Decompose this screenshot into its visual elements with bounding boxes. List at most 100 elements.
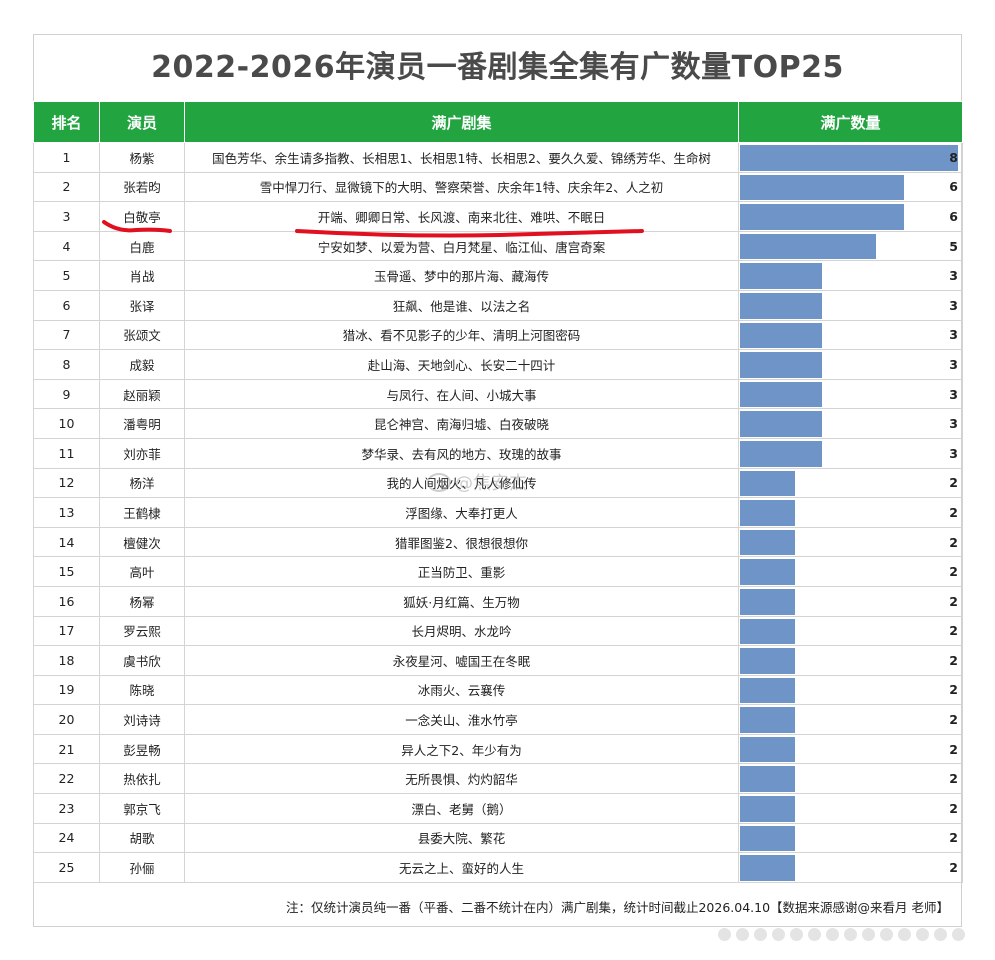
- rank-cell: 1: [33, 142, 100, 173]
- shows-cell: 我的人间烟火、凡人修仙传: [184, 467, 739, 499]
- header-rank: 排名: [33, 101, 100, 143]
- rank-cell: 16: [33, 585, 100, 617]
- shows-cell: 冰雨火、云襄传: [184, 674, 739, 706]
- count-value: 2: [949, 504, 958, 520]
- actor-cell: 潘粤明: [99, 408, 185, 439]
- rank-cell: 20: [33, 704, 100, 735]
- shows-cell: 县委大院、繁花: [184, 822, 739, 854]
- table-row: 15 高叶 正当防卫、重影 2: [33, 556, 963, 587]
- count-value: 3: [949, 445, 958, 461]
- dot: [862, 928, 875, 941]
- actor-cell: 彭昱畅: [99, 733, 185, 765]
- table-row: 10 潘粤明 昆仑神宫、南海归墟、白夜破晓 3: [33, 408, 963, 439]
- shows-cell: 狂飙、他是谁、以法之名: [184, 289, 739, 321]
- count-value: 3: [949, 268, 958, 284]
- header-count: 满广数量: [738, 101, 963, 143]
- rank-cell: 25: [33, 852, 100, 883]
- count-bar: [740, 559, 795, 585]
- dot: [952, 928, 965, 941]
- shows-cell: 赴山海、天地剑心、长安二十四计: [184, 349, 739, 380]
- table-row: 7 张颂文 猎冰、看不见影子的少年、清明上河图密码 3: [33, 319, 963, 351]
- watermark: @焦安杰: [427, 469, 527, 495]
- table-row: 8 成毅 赴山海、天地剑心、长安二十四计 3: [33, 349, 963, 380]
- count-cell: 6: [738, 201, 963, 232]
- count-cell: 2: [738, 733, 963, 765]
- actor-cell: 孙俪: [99, 852, 185, 883]
- dot: [718, 928, 731, 941]
- table-row: 4 白鹿 宁安如梦、以爱为营、白月梵星、临江仙、唐宫奇案 5: [33, 230, 963, 262]
- count-bar: [740, 500, 795, 526]
- rank-cell: 21: [33, 733, 100, 765]
- count-value: 2: [949, 771, 958, 787]
- actor-cell: 张译: [99, 289, 185, 321]
- header-shows: 满广剧集: [184, 101, 739, 143]
- count-cell: 2: [738, 704, 963, 735]
- count-cell: 3: [738, 349, 963, 380]
- count-value: 3: [949, 356, 958, 372]
- count-value: 2: [949, 534, 958, 550]
- table-row: 25 孙俪 无云之上、蛮好的人生 2: [33, 852, 963, 883]
- count-value: 2: [949, 741, 958, 757]
- count-value: 8: [949, 149, 958, 165]
- actor-cell: 虞书欣: [99, 645, 185, 676]
- count-value: 2: [949, 593, 958, 609]
- table-row: 13 王鹤棣 浮图缘、大奉打更人 2: [33, 497, 963, 528]
- rank-cell: 2: [33, 171, 100, 203]
- count-bar: [740, 470, 795, 497]
- count-cell: 2: [738, 585, 963, 617]
- rank-cell: 15: [33, 556, 100, 587]
- table-row: 3 白敬亭 开端、卿卿日常、长风渡、南来北往、难哄、不眠日 6: [33, 201, 963, 232]
- actor-cell: 赵丽颖: [99, 378, 185, 410]
- dot: [754, 928, 767, 941]
- table-row: 18 虞书欣 永夜星河、嘘国王在冬眠 2: [33, 645, 963, 676]
- shows-cell: 狐妖·月红篇、生万物: [184, 585, 739, 617]
- table-header-row: 排名 演员 满广剧集 满广数量: [33, 101, 963, 143]
- count-value: 3: [949, 327, 958, 343]
- table-row: 12 杨洋 我的人间烟火、凡人修仙传 2: [33, 467, 963, 499]
- actor-cell: 杨洋: [99, 467, 185, 499]
- rank-cell: 9: [33, 378, 100, 410]
- shows-cell: 雪中悍刀行、显微镜下的大明、警察荣誉、庆余年1特、庆余年2、人之初: [184, 171, 739, 203]
- count-bar: [740, 233, 877, 260]
- count-value: 3: [949, 297, 958, 313]
- actor-cell: 檀健次: [99, 526, 185, 558]
- shows-cell: 长月烬明、水龙吟: [184, 615, 739, 647]
- count-value: 2: [949, 800, 958, 816]
- count-bar: [740, 263, 822, 289]
- count-value: 2: [949, 652, 958, 668]
- count-cell: 2: [738, 793, 963, 824]
- count-bar: [740, 736, 795, 763]
- count-cell: 3: [738, 378, 963, 410]
- count-cell: 2: [738, 497, 963, 528]
- count-value: 2: [949, 712, 958, 728]
- count-value: 6: [949, 208, 958, 224]
- table-body: 1 杨紫 国色芳华、余生请多指教、长相思1、长相思1特、长相思2、要久久爱、锦绣芳华…: [33, 142, 963, 883]
- rank-cell: 4: [33, 230, 100, 262]
- rank-cell: 3: [33, 201, 100, 232]
- actor-cell: 张若昀: [99, 171, 185, 203]
- count-value: 2: [949, 830, 958, 846]
- count-cell: 2: [738, 615, 963, 647]
- count-value: 2: [949, 682, 958, 698]
- shows-cell: 开端、卿卿日常、长风渡、南来北往、难哄、不眠日: [184, 201, 739, 232]
- count-bar: [740, 440, 822, 467]
- count-cell: 3: [738, 289, 963, 321]
- shows-cell: 正当防卫、重影: [184, 556, 739, 587]
- rank-cell: 7: [33, 319, 100, 351]
- count-value: 3: [949, 416, 958, 432]
- count-cell: 6: [738, 171, 963, 203]
- count-bar: [740, 588, 795, 615]
- count-value: 3: [949, 386, 958, 402]
- dot: [934, 928, 947, 941]
- shows-cell: 漂白、老舅（鹅）: [184, 793, 739, 824]
- count-bar: [740, 648, 795, 674]
- count-cell: 3: [738, 437, 963, 469]
- count-value: 5: [949, 238, 958, 254]
- actor-cell: 热依扎: [99, 763, 185, 795]
- actor-cell: 张颂文: [99, 319, 185, 351]
- count-bar: [740, 796, 795, 822]
- shows-cell: 永夜星河、嘘国王在冬眠: [184, 645, 739, 676]
- count-cell: 3: [738, 260, 963, 291]
- count-bar: [740, 707, 795, 733]
- actor-cell: 杨紫: [99, 142, 185, 173]
